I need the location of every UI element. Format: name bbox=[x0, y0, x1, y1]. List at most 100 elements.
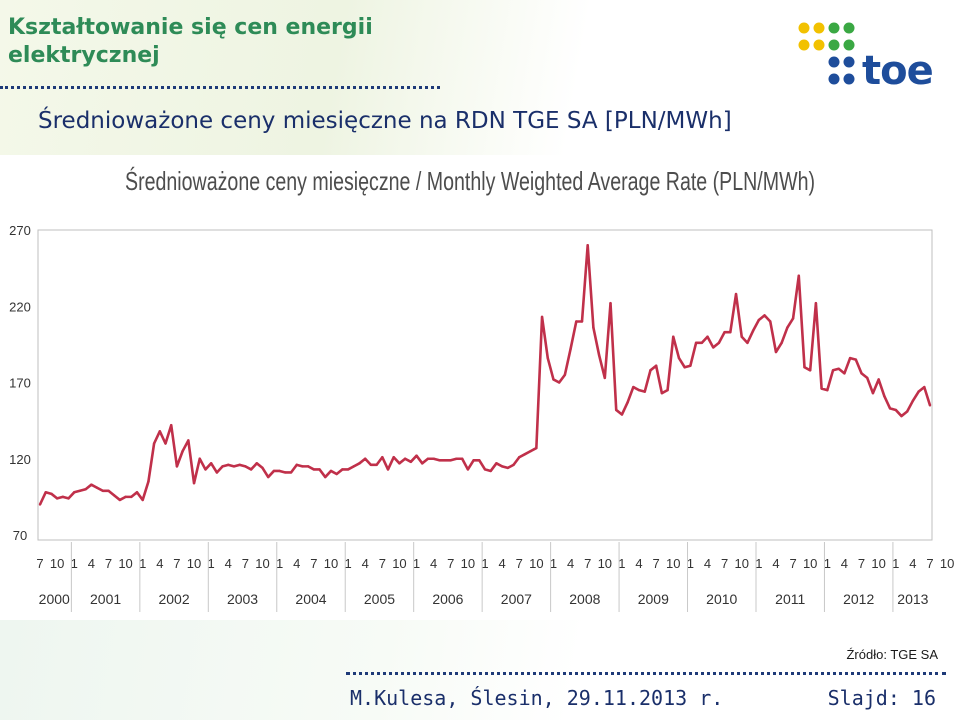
logo-dot bbox=[813, 39, 825, 51]
data-point bbox=[61, 495, 65, 499]
data-point bbox=[843, 372, 846, 375]
data-point bbox=[73, 491, 76, 494]
data-point bbox=[386, 468, 390, 471]
data-point bbox=[837, 367, 840, 370]
data-point bbox=[152, 442, 156, 445]
data-point bbox=[592, 326, 595, 329]
data-point bbox=[860, 372, 863, 375]
data-point bbox=[50, 492, 53, 496]
data-point bbox=[923, 385, 926, 389]
data-point bbox=[712, 346, 715, 349]
x-tick-label: 7 bbox=[926, 556, 933, 571]
data-point bbox=[443, 459, 447, 462]
x-tick-label: 10 bbox=[324, 556, 338, 571]
data-point bbox=[483, 468, 487, 471]
x-tick-label: 10 bbox=[871, 556, 885, 571]
data-point bbox=[284, 471, 287, 474]
x-tick-label: 1 bbox=[481, 556, 488, 571]
data-point bbox=[717, 341, 721, 345]
data-point bbox=[769, 320, 772, 323]
data-point bbox=[557, 381, 561, 384]
data-point bbox=[694, 341, 698, 345]
toe-logo: toe bbox=[798, 22, 934, 94]
data-point bbox=[472, 459, 475, 462]
data-point bbox=[238, 463, 241, 467]
x-tick-label: 7 bbox=[447, 556, 454, 571]
logo-dot bbox=[828, 73, 840, 85]
data-point bbox=[540, 315, 544, 319]
data-point bbox=[135, 491, 139, 494]
x-tick-label: 10 bbox=[187, 556, 201, 571]
data-point bbox=[466, 468, 470, 471]
data-point bbox=[249, 468, 253, 471]
x-tick-label: 4 bbox=[293, 556, 300, 571]
x-tick-label: 7 bbox=[36, 556, 43, 571]
data-point bbox=[398, 462, 401, 465]
data-point bbox=[905, 410, 909, 413]
x-tick-label: 4 bbox=[498, 556, 505, 571]
data-point bbox=[267, 475, 270, 479]
logo-dot bbox=[813, 22, 825, 34]
x-tick-label: 4 bbox=[772, 556, 779, 571]
data-point bbox=[112, 494, 116, 497]
data-point bbox=[529, 449, 532, 453]
data-point bbox=[124, 495, 127, 499]
data-point bbox=[666, 388, 669, 392]
x-tick-label: 7 bbox=[789, 556, 796, 571]
x-tick-label: 1 bbox=[755, 556, 762, 571]
data-point bbox=[808, 369, 812, 372]
data-point bbox=[221, 465, 224, 468]
data-point bbox=[449, 459, 452, 462]
data-point bbox=[535, 446, 538, 450]
data-point bbox=[888, 407, 892, 410]
data-point bbox=[563, 373, 567, 377]
x-tick-label: 7 bbox=[584, 556, 591, 571]
data-point bbox=[506, 466, 510, 470]
logo-dot bbox=[798, 22, 810, 34]
data-point bbox=[272, 469, 276, 473]
chart-title: Średnioważone ceny miesięczne / Monthly … bbox=[125, 166, 815, 196]
data-point bbox=[95, 486, 99, 489]
year-label: 2011 bbox=[775, 591, 805, 607]
logo-dot bbox=[843, 39, 855, 51]
x-tick-label: 4 bbox=[156, 556, 163, 571]
data-point bbox=[552, 378, 555, 381]
data-point bbox=[729, 330, 732, 334]
data-point bbox=[814, 302, 818, 305]
data-point bbox=[55, 497, 59, 500]
data-point bbox=[175, 465, 179, 468]
data-point bbox=[227, 463, 230, 467]
data-point bbox=[774, 350, 778, 354]
data-point bbox=[751, 329, 755, 332]
slide-title: Kształtowanie się cen energii elektryczn… bbox=[8, 15, 373, 68]
year-label: 2002 bbox=[158, 591, 189, 607]
data-point bbox=[831, 369, 835, 372]
data-point bbox=[826, 388, 829, 392]
x-tick-label: 4 bbox=[635, 556, 642, 571]
data-point bbox=[346, 468, 350, 471]
x-tick-label: 10 bbox=[734, 556, 748, 571]
data-point bbox=[546, 356, 549, 360]
x-tick-label: 7 bbox=[858, 556, 865, 571]
data-point bbox=[432, 457, 435, 460]
data-point bbox=[187, 439, 190, 442]
data-point bbox=[780, 341, 783, 345]
data-point bbox=[854, 358, 858, 361]
data-point bbox=[392, 456, 395, 459]
x-tick-label: 1 bbox=[618, 556, 625, 571]
x-tick-label: 10 bbox=[598, 556, 612, 571]
year-label: 2012 bbox=[843, 591, 874, 607]
data-point bbox=[289, 471, 293, 474]
x-tick-label: 10 bbox=[118, 556, 132, 571]
data-point bbox=[352, 465, 355, 468]
data-point bbox=[615, 408, 618, 412]
data-point bbox=[44, 491, 47, 494]
x-tick-label: 1 bbox=[687, 556, 694, 571]
data-point bbox=[643, 390, 646, 393]
author-line: M.Kulesa, Ślesin, 29.11.2013 r. bbox=[350, 686, 724, 710]
x-tick-label: 7 bbox=[379, 556, 386, 571]
data-point bbox=[894, 408, 897, 412]
data-point bbox=[848, 356, 852, 360]
data-point bbox=[278, 469, 281, 473]
x-tick-label: 10 bbox=[940, 556, 954, 571]
